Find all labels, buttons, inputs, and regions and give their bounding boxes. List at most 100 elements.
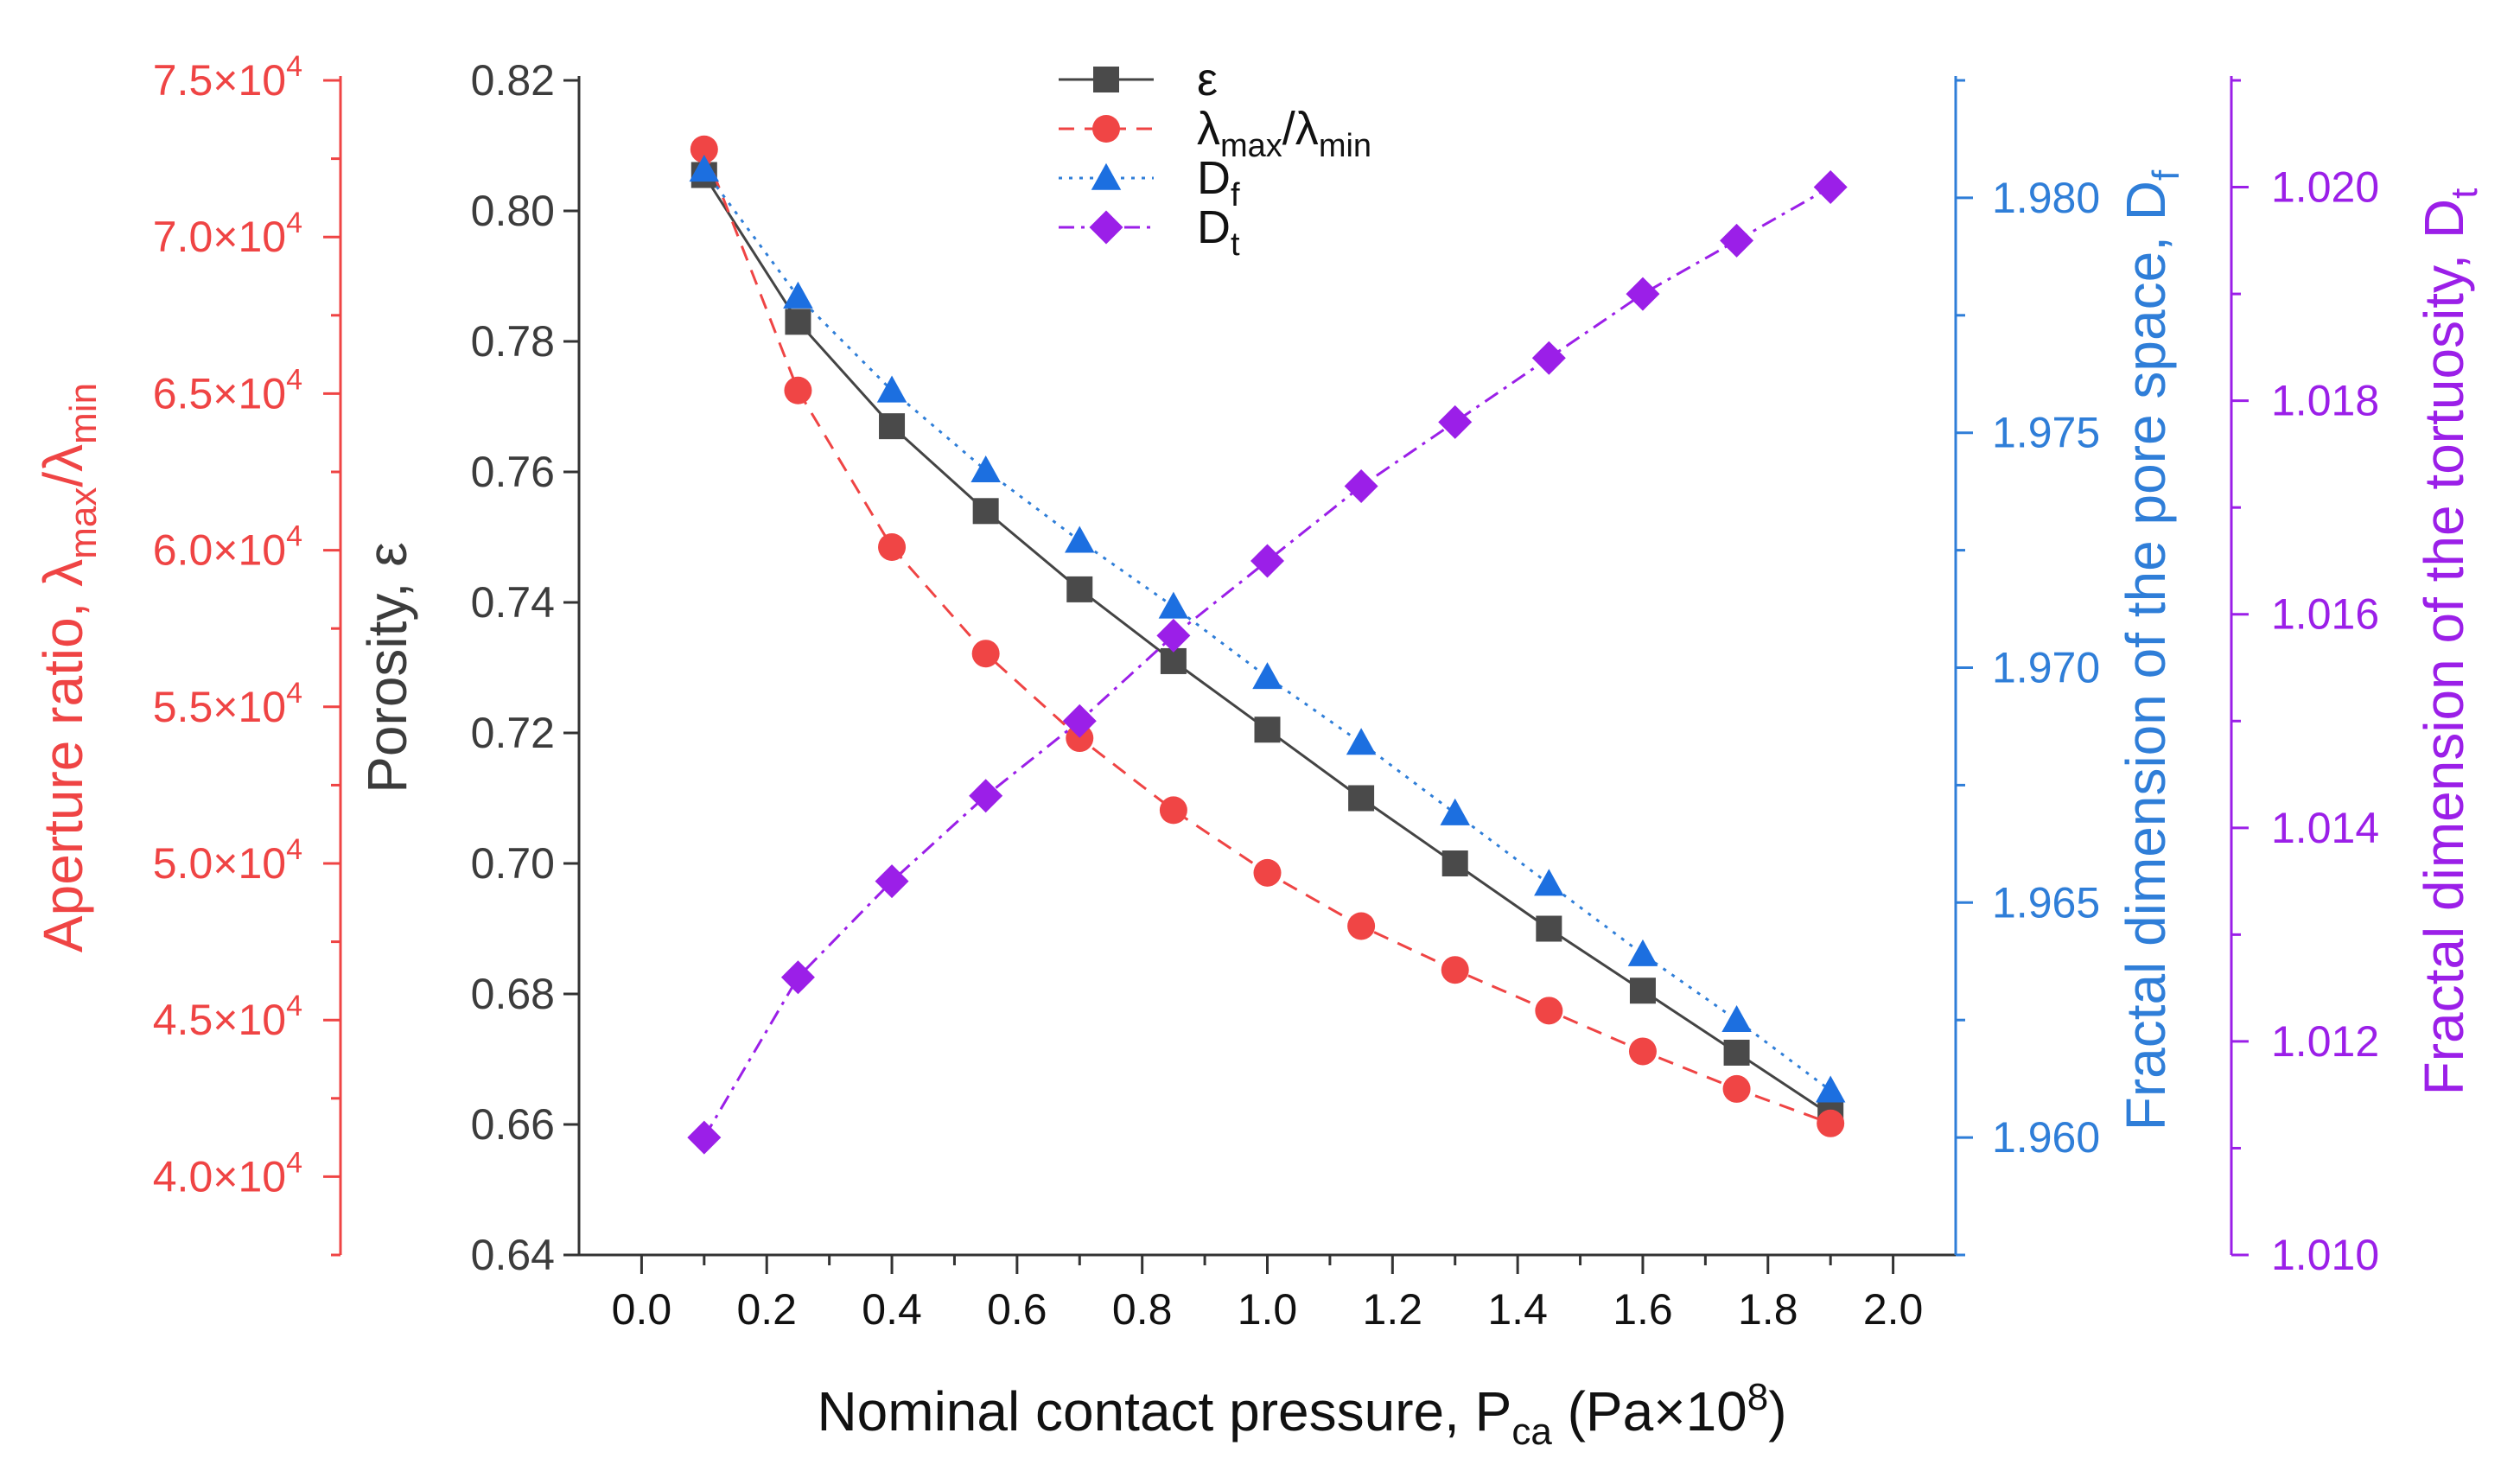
- data-point-lam: [878, 532, 907, 561]
- data-point-dt: [1344, 468, 1378, 503]
- data-point-dt: [1250, 544, 1284, 578]
- dt-tick-label: 1.012: [2271, 1017, 2379, 1066]
- data-point-lam: [784, 376, 812, 404]
- porosity-tick-label: 0.78: [471, 317, 555, 366]
- legend-marker-lam: [1092, 115, 1120, 143]
- data-point-lam: [1347, 912, 1376, 940]
- x-tick-label: 0.8: [1112, 1285, 1173, 1334]
- dt-tick-label: 1.018: [2271, 377, 2379, 425]
- data-point-df: [1815, 1075, 1846, 1103]
- data-point-dt: [1062, 704, 1097, 738]
- data-point-eps: [1536, 915, 1562, 942]
- porosity-tick-label: 0.66: [471, 1100, 555, 1149]
- df-tick-label: 1.965: [1992, 878, 2100, 927]
- x-tick-label: 2.0: [1863, 1285, 1924, 1334]
- aperture-tick-label: 7.0×104: [153, 207, 302, 261]
- data-point-df: [1346, 728, 1377, 755]
- dt-tick-label: 1.014: [2271, 804, 2379, 852]
- data-point-eps: [1723, 1039, 1750, 1066]
- porosity-tick-label: 0.80: [471, 187, 555, 235]
- data-point-lam: [1722, 1074, 1751, 1103]
- dt-tick-label: 1.020: [2271, 163, 2379, 212]
- aperture-tick-label: 6.0×104: [153, 520, 302, 575]
- legend-item-df: Df: [1059, 152, 1240, 213]
- data-point-eps: [1629, 978, 1656, 1004]
- dt-tick-label: 1.010: [2271, 1231, 2379, 1279]
- data-point-lam: [1159, 796, 1187, 825]
- data-point-df: [1252, 662, 1282, 690]
- data-point-lam: [1253, 858, 1282, 887]
- x-tick-label: 1.4: [1487, 1285, 1548, 1334]
- data-point-lam: [1628, 1037, 1657, 1066]
- df-tick-label: 1.970: [1992, 644, 2100, 692]
- data-point-eps: [972, 498, 999, 525]
- legend-marker-dt: [1089, 210, 1123, 245]
- x-tick-label: 0.4: [862, 1285, 922, 1334]
- data-point-dt: [1813, 170, 1848, 205]
- data-point-dt: [687, 1120, 722, 1155]
- data-point-dt: [875, 864, 909, 899]
- aperture-tick-label: 7.5×104: [153, 50, 302, 105]
- data-point-dt: [780, 960, 815, 995]
- porosity-tick-label: 0.72: [471, 709, 555, 757]
- data-point-eps: [785, 309, 811, 335]
- dt-axis-label: Fractal dimension of the tortuosity, Dt: [2413, 188, 2485, 1096]
- legend-label-df: Df: [1197, 152, 1240, 213]
- df-tick-label: 1.980: [1992, 174, 2100, 222]
- aperture-axis-label: Aperture ratio, λmax/λmin: [32, 383, 105, 952]
- data-point-dt: [1531, 341, 1566, 375]
- x-tick-label: 1.2: [1363, 1285, 1423, 1334]
- data-point-eps: [1066, 576, 1093, 602]
- data-point-dt: [969, 779, 1003, 813]
- data-point-lam: [1535, 997, 1563, 1025]
- data-point-df: [1440, 798, 1470, 825]
- data-point-df: [783, 281, 813, 309]
- data-point-df: [1721, 1004, 1752, 1032]
- legend-item-lam: λmax/λmin: [1059, 103, 1371, 164]
- data-point-dt: [1438, 404, 1473, 439]
- series-layer: [687, 135, 1848, 1155]
- data-point-df: [970, 455, 1001, 482]
- x-tick-label: 0.0: [612, 1285, 672, 1334]
- series-line-eps: [703, 174, 1832, 1116]
- legend-item-eps: ε: [1059, 54, 1218, 105]
- legend-label-lam: λmax/λmin: [1197, 103, 1371, 164]
- data-point-df: [1158, 591, 1189, 619]
- df-tick-label: 1.960: [1992, 1113, 2100, 1162]
- series-line-lam: [703, 149, 1831, 1125]
- data-point-lam: [1441, 956, 1469, 984]
- aperture-tick-label: 6.5×104: [153, 363, 302, 417]
- porosity-tick-label: 0.68: [471, 970, 555, 1018]
- data-point-lam: [971, 640, 1000, 668]
- x-tick-label: 0.2: [736, 1285, 797, 1334]
- data-point-lam: [690, 135, 718, 163]
- data-point-dt: [1156, 618, 1191, 653]
- legend-label-dt: Dt: [1197, 201, 1240, 263]
- data-point-lam: [1066, 724, 1094, 753]
- series-df: [689, 155, 1846, 1103]
- legend-marker-eps: [1093, 67, 1119, 92]
- porosity-axis-label: Porosity, ε: [356, 542, 418, 793]
- data-point-lam: [1817, 1109, 1845, 1137]
- porosity-tick-label: 0.70: [471, 839, 555, 888]
- data-point-dt: [1720, 223, 1754, 258]
- data-point-df: [1534, 869, 1564, 896]
- porosity-tick-label: 0.64: [471, 1231, 555, 1279]
- series-line-df: [703, 169, 1832, 1092]
- x-axis-label: Nominal contact pressure, Pca (Pa×108): [817, 1376, 1786, 1453]
- aperture-tick-label: 5.5×104: [153, 677, 302, 731]
- data-point-eps: [1160, 647, 1187, 674]
- porosity-tick-label: 0.82: [471, 56, 555, 105]
- df-tick-label: 1.975: [1992, 409, 2100, 457]
- aperture-tick-label: 4.5×104: [153, 990, 302, 1044]
- legend-label-eps: ε: [1197, 54, 1218, 105]
- data-point-df: [1627, 939, 1658, 966]
- x-tick-label: 0.6: [987, 1285, 1047, 1334]
- data-point-eps: [1441, 850, 1468, 876]
- aperture-tick-label: 5.0×104: [153, 833, 302, 888]
- porosity-tick-label: 0.76: [471, 448, 555, 496]
- series-eps: [690, 162, 1844, 1128]
- series-dt: [687, 170, 1848, 1155]
